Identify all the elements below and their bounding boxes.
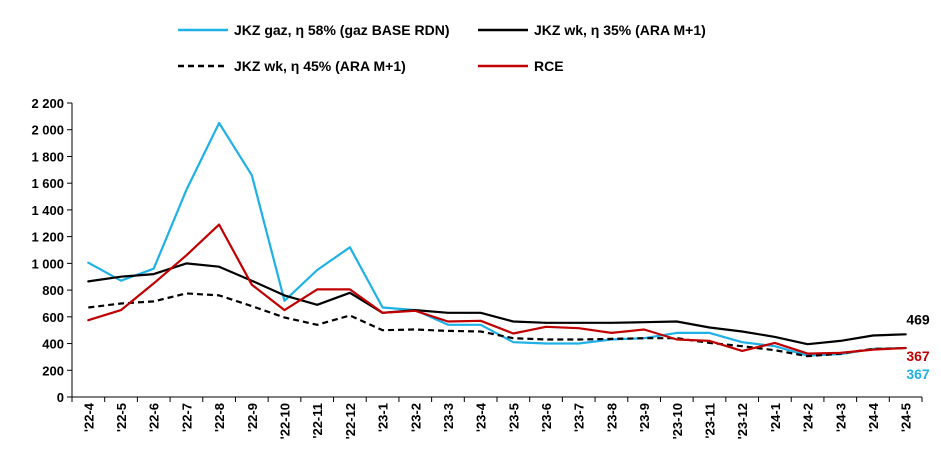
y-tick-label: 200: [42, 363, 64, 378]
x-tick-label: '23-9: [637, 403, 652, 432]
x-tick-label: '24-5: [899, 403, 914, 432]
y-tick-label: 2 200: [31, 96, 64, 111]
x-tick-label: '24-3: [833, 403, 848, 432]
x-tick-label: '23-8: [604, 403, 619, 432]
x-tick-label: '22-9: [245, 403, 260, 432]
end-label-1: 469: [906, 311, 930, 327]
x-tick-label: '23-4: [474, 402, 489, 432]
x-tick-label: '23-2: [408, 403, 423, 432]
x-tick-label: '22-6: [147, 403, 162, 432]
y-tick-label: 600: [42, 310, 64, 325]
end-label-3: 367: [906, 366, 930, 382]
x-tick-label: '24-2: [801, 403, 816, 432]
legend-label-1: JKZ gaz, η 58% (gaz BASE RDN): [234, 22, 449, 38]
series-line-3: [88, 292, 906, 358]
x-axis: '22-4 '22-5 '22-6 '22-7 '22-8 '22-9 '22-10 '22-…: [71, 396, 923, 439]
x-tick-label: '22-12: [343, 403, 358, 439]
y-tick-label: 1 600: [31, 176, 64, 191]
series-line-1: [87, 121, 907, 357]
series-line-2: [87, 262, 907, 346]
x-tick-label: '23-1: [376, 403, 391, 432]
x-tick-label: '23-11: [703, 403, 718, 439]
y-tick-label: 800: [42, 283, 64, 298]
x-tick-label: '23-12: [735, 403, 750, 439]
series-line-4: [87, 223, 907, 355]
end-labels: 469 367 367: [906, 311, 930, 382]
y-tick-label: 1 400: [31, 203, 64, 218]
y-tick-label: 400: [42, 337, 64, 352]
x-tick-label: '22-5: [114, 403, 129, 432]
y-tick-label: 1 800: [31, 149, 64, 164]
legend-label-3: JKZ wk, η 45% (ARA M+1): [234, 58, 406, 74]
end-label-2: 367: [906, 348, 930, 364]
x-tick-label: '22-4: [81, 402, 96, 432]
y-tick-label: 1 200: [31, 230, 64, 245]
legend-label-2: JKZ wk, η 35% (ARA M+1): [534, 22, 706, 38]
y-tick-label: 2 000: [31, 123, 64, 138]
y-axis: 0 200 400 600 800 1 000 1 200 1 400 1 600 1 800 2 …: [31, 96, 73, 405]
x-tick-label: '23-10: [670, 403, 685, 439]
x-tick-label: '23-5: [506, 403, 521, 432]
x-tick-label: '23-7: [572, 403, 587, 432]
x-tick-label: '23-6: [539, 403, 554, 432]
legend-label-4: RCE: [534, 58, 564, 74]
x-tick-label: '24-1: [768, 403, 783, 432]
series-group: [87, 121, 907, 358]
x-tick-label: '22-8: [212, 403, 227, 432]
legend: JKZ gaz, η 58% (gaz BASE RDN) JKZ wk, η 3…: [178, 22, 706, 74]
x-tick-label: '22-10: [278, 403, 293, 439]
x-tick-label: '22-7: [179, 403, 194, 432]
y-tick-label: 0: [57, 390, 64, 405]
y-tick-label: 1 000: [31, 256, 64, 271]
x-tick-label: '22-11: [310, 403, 325, 439]
x-tick-label: '23-3: [441, 403, 456, 432]
x-tick-label: '24-4: [866, 402, 881, 432]
